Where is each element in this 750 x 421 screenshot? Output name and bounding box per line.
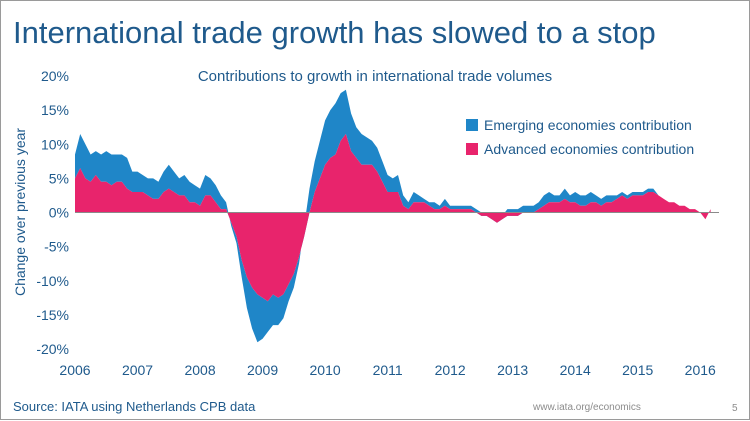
x-tick-label: 2012 bbox=[435, 362, 466, 378]
y-axis-label: Change over previous year bbox=[12, 128, 28, 296]
legend: Emerging economies contribution Advanced … bbox=[466, 117, 694, 157]
legend-swatch-emerging bbox=[466, 119, 478, 131]
x-tick-label: 2011 bbox=[373, 362, 403, 378]
y-tick-label: 10% bbox=[41, 136, 69, 152]
slide-headline: International trade growth has slowed to… bbox=[13, 15, 656, 50]
y-tick-label: 5% bbox=[49, 170, 69, 186]
website-url[interactable]: www.iata.org/economics bbox=[533, 402, 641, 413]
x-tick-label: 2010 bbox=[310, 362, 341, 378]
source-note: Source: IATA using Netherlands CPB data bbox=[13, 399, 256, 414]
x-axis-ticks: 2006 2007 2008 2009 2010 2011 2012 2013 2014 2015… bbox=[59, 362, 716, 378]
chart-title: Contributions to growth in international… bbox=[198, 68, 552, 85]
y-tick-label: 20% bbox=[41, 68, 69, 84]
y-tick-label: 0% bbox=[49, 205, 69, 221]
page-number: 5 bbox=[732, 403, 738, 414]
y-axis-ticks: -20% -15% -10% -5% 0% 5% 10% 15% 20% bbox=[36, 68, 69, 357]
y-tick-label: -10% bbox=[36, 273, 69, 289]
y-tick-label: -20% bbox=[36, 341, 69, 357]
legend-label-emerging: Emerging economies contribution bbox=[484, 117, 692, 133]
series-area-advanced bbox=[75, 134, 711, 302]
x-tick-label: 2008 bbox=[184, 362, 215, 378]
y-tick-label: 15% bbox=[41, 102, 69, 118]
x-tick-label: 2009 bbox=[247, 362, 278, 378]
x-tick-label: 2015 bbox=[622, 362, 653, 378]
y-tick-label: -15% bbox=[36, 307, 69, 323]
x-tick-label: 2007 bbox=[122, 362, 153, 378]
y-tick-label: -5% bbox=[44, 239, 69, 255]
x-tick-label: 2014 bbox=[560, 362, 591, 378]
legend-swatch-advanced bbox=[466, 143, 478, 155]
legend-label-advanced: Advanced economies contribution bbox=[484, 141, 694, 157]
x-tick-label: 2006 bbox=[59, 362, 90, 378]
x-tick-label: 2016 bbox=[685, 362, 716, 378]
x-tick-label: 2013 bbox=[497, 362, 528, 378]
